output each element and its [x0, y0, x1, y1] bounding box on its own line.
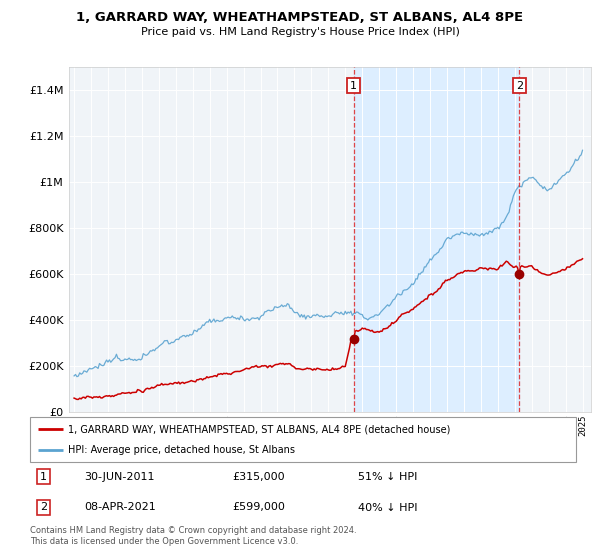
Text: 1, GARRARD WAY, WHEATHAMPSTEAD, ST ALBANS, AL4 8PE: 1, GARRARD WAY, WHEATHAMPSTEAD, ST ALBAN…: [76, 11, 524, 24]
Text: £599,000: £599,000: [232, 502, 285, 512]
Text: Contains HM Land Registry data © Crown copyright and database right 2024.
This d: Contains HM Land Registry data © Crown c…: [30, 526, 356, 546]
Text: 2: 2: [516, 81, 523, 91]
Text: 30-JUN-2011: 30-JUN-2011: [85, 472, 155, 482]
Text: 51% ↓ HPI: 51% ↓ HPI: [358, 472, 417, 482]
FancyBboxPatch shape: [30, 417, 576, 462]
Text: Price paid vs. HM Land Registry's House Price Index (HPI): Price paid vs. HM Land Registry's House …: [140, 27, 460, 37]
Text: £315,000: £315,000: [232, 472, 284, 482]
Bar: [354, 67, 520, 412]
Text: 1: 1: [350, 81, 357, 91]
Text: 1: 1: [40, 472, 47, 482]
Text: 2: 2: [40, 502, 47, 512]
Text: HPI: Average price, detached house, St Albans: HPI: Average price, detached house, St A…: [68, 445, 295, 455]
Text: 1, GARRARD WAY, WHEATHAMPSTEAD, ST ALBANS, AL4 8PE (detached house): 1, GARRARD WAY, WHEATHAMPSTEAD, ST ALBAN…: [68, 424, 451, 435]
Text: 40% ↓ HPI: 40% ↓ HPI: [358, 502, 417, 512]
Text: 08-APR-2021: 08-APR-2021: [85, 502, 157, 512]
